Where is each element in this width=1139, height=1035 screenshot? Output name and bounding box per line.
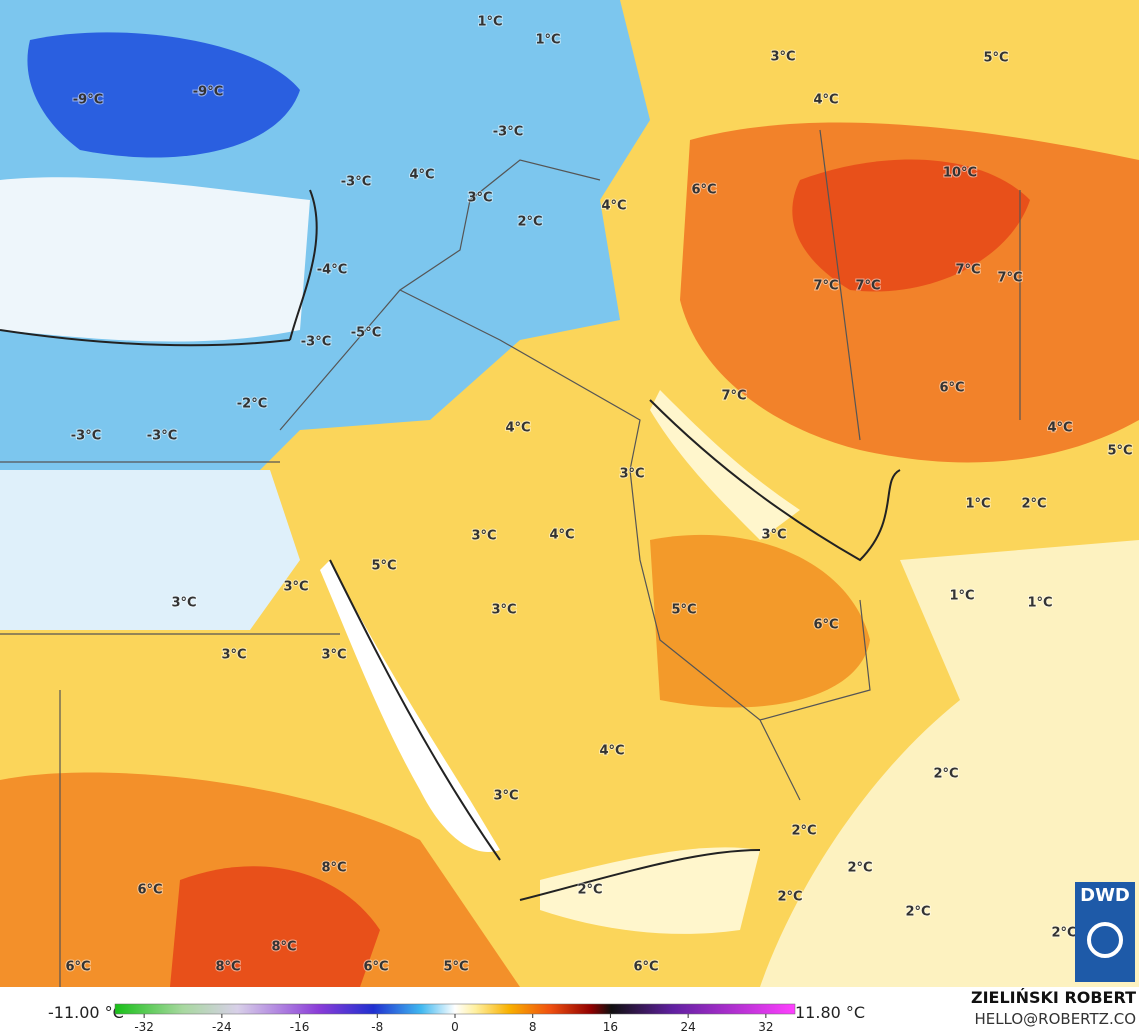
author: ZIELIŃSKI ROBERT: [971, 988, 1136, 1007]
temperature-label: 8°C: [271, 940, 296, 955]
temperature-label: 2°C: [517, 215, 542, 230]
temperature-label: -3°C: [71, 429, 101, 444]
temperature-label: 2°C: [577, 883, 602, 898]
colorbar-tick-label: 8: [529, 1020, 537, 1034]
temperature-label: 3°C: [221, 648, 246, 663]
temperature-label: -3°C: [493, 125, 523, 140]
temperature-label: 4°C: [505, 421, 530, 436]
colorbar-tick-label: 24: [681, 1020, 696, 1034]
temperature-label: 2°C: [905, 905, 930, 920]
temperature-label: 2°C: [933, 767, 958, 782]
temperature-label: 7°C: [997, 271, 1022, 286]
temperature-label: 6°C: [691, 183, 716, 198]
temperature-label: 8°C: [215, 960, 240, 975]
gulf-of-aden: [540, 847, 760, 934]
temperature-label: 3°C: [321, 648, 346, 663]
temperature-label: 3°C: [761, 528, 786, 543]
temperature-label: 4°C: [599, 744, 624, 759]
temperature-label: -2°C: [237, 397, 267, 412]
temperature-label: 4°C: [409, 168, 434, 183]
cool-area: [0, 470, 300, 630]
temperature-label: 5°C: [671, 603, 696, 618]
map: -9°C -9°C 1°C 1°C -3°C 3°C 4°C 5°C -3°C 4°C 3°C 2°C…: [0, 0, 1139, 987]
temperature-label: 3°C: [471, 529, 496, 544]
colorbar-tick-label: 16: [603, 1020, 618, 1034]
temperature-label: 5°C: [443, 960, 468, 975]
cold-core: [27, 32, 300, 158]
warm-area: [650, 534, 870, 708]
temperature-label: -3°C: [301, 335, 331, 350]
gulf: [650, 390, 800, 540]
temperature-label: 7°C: [721, 389, 746, 404]
coastline: [0, 189, 901, 901]
temperature-label: 3°C: [171, 596, 196, 611]
sea: [0, 177, 310, 342]
temperature-label: 6°C: [633, 960, 658, 975]
temperature-label: 7°C: [955, 263, 980, 278]
colorbar-tick-label: 32: [758, 1020, 773, 1034]
colorbar-tick-label: 0: [451, 1020, 459, 1034]
temperature-label: 1°C: [965, 497, 990, 512]
temperature-label: -3°C: [147, 429, 177, 444]
temperature-label: 5°C: [371, 559, 396, 574]
temperature-label: 4°C: [1047, 421, 1072, 436]
borders: [0, 129, 1021, 987]
temperature-label: 8°C: [321, 861, 346, 876]
temperature-label: 6°C: [363, 960, 388, 975]
temperature-label: 3°C: [467, 191, 492, 206]
red-sea: [320, 560, 500, 852]
colorbar: -32 -24 -16 -8 0 8 16 24 32: [114, 1003, 796, 1034]
hot-core: [792, 159, 1030, 292]
min-label: -11.00 °C: [48, 1003, 124, 1022]
temperature-label: 1°C: [477, 15, 502, 30]
logo-box: [1075, 882, 1135, 982]
temperature-label: 2°C: [1021, 497, 1046, 512]
temperature-label: 10°C: [943, 166, 977, 181]
temperature-label: 2°C: [1051, 926, 1076, 941]
temperature-label: 5°C: [983, 51, 1008, 66]
temperature-label: 5°C: [1107, 444, 1132, 459]
temperature-label: 4°C: [549, 528, 574, 543]
temperature-label: -4°C: [317, 263, 347, 278]
sea: [760, 540, 1139, 987]
temperature-label: -9°C: [73, 93, 103, 108]
max-label: 11.80 °C: [795, 1003, 865, 1022]
temperature-label: 2°C: [791, 824, 816, 839]
temperature-label: 6°C: [939, 381, 964, 396]
colorbar-tick-label: -16: [290, 1020, 310, 1034]
temperature-label: -5°C: [351, 326, 381, 341]
logo-text: DWD: [1080, 885, 1130, 906]
temperature-label: 4°C: [813, 93, 838, 108]
temperature-label: 1°C: [535, 33, 560, 48]
email: HELLO@ROBERTZ.CO: [974, 1010, 1136, 1028]
colorbar-tick-label: -32: [134, 1020, 154, 1034]
temperature-label: -3°C: [341, 175, 371, 190]
temperature-label: -9°C: [193, 85, 223, 100]
temperature-label: 1°C: [1027, 596, 1052, 611]
temperature-label: 7°C: [813, 279, 838, 294]
temperature-label: 3°C: [493, 789, 518, 804]
temperature-labels: -9°C -9°C 1°C 1°C -3°C 3°C 4°C 5°C -3°C 4°C 3°C 2°C…: [64, 14, 1133, 976]
temperature-label: 3°C: [619, 467, 644, 482]
colorbar-tick-label: -8: [371, 1020, 383, 1034]
logo-swirl: [1087, 922, 1123, 958]
temperature-label: 3°C: [770, 50, 795, 65]
temperature-label: 3°C: [491, 603, 516, 618]
temperature-label: 2°C: [847, 861, 872, 876]
temperature-label: 6°C: [813, 618, 838, 633]
temperature-label: 7°C: [855, 279, 880, 294]
hot-core: [170, 866, 380, 987]
temperature-label: 2°C: [777, 890, 802, 905]
colorbar-tick-label: -24: [212, 1020, 232, 1034]
temperature-label: 3°C: [283, 580, 308, 595]
temperature-label: 6°C: [137, 883, 162, 898]
temperature-label: 6°C: [65, 960, 90, 975]
colorbar-scale: [114, 1003, 796, 1015]
temperature-label: 4°C: [601, 199, 626, 214]
temperature-label: 1°C: [949, 589, 974, 604]
